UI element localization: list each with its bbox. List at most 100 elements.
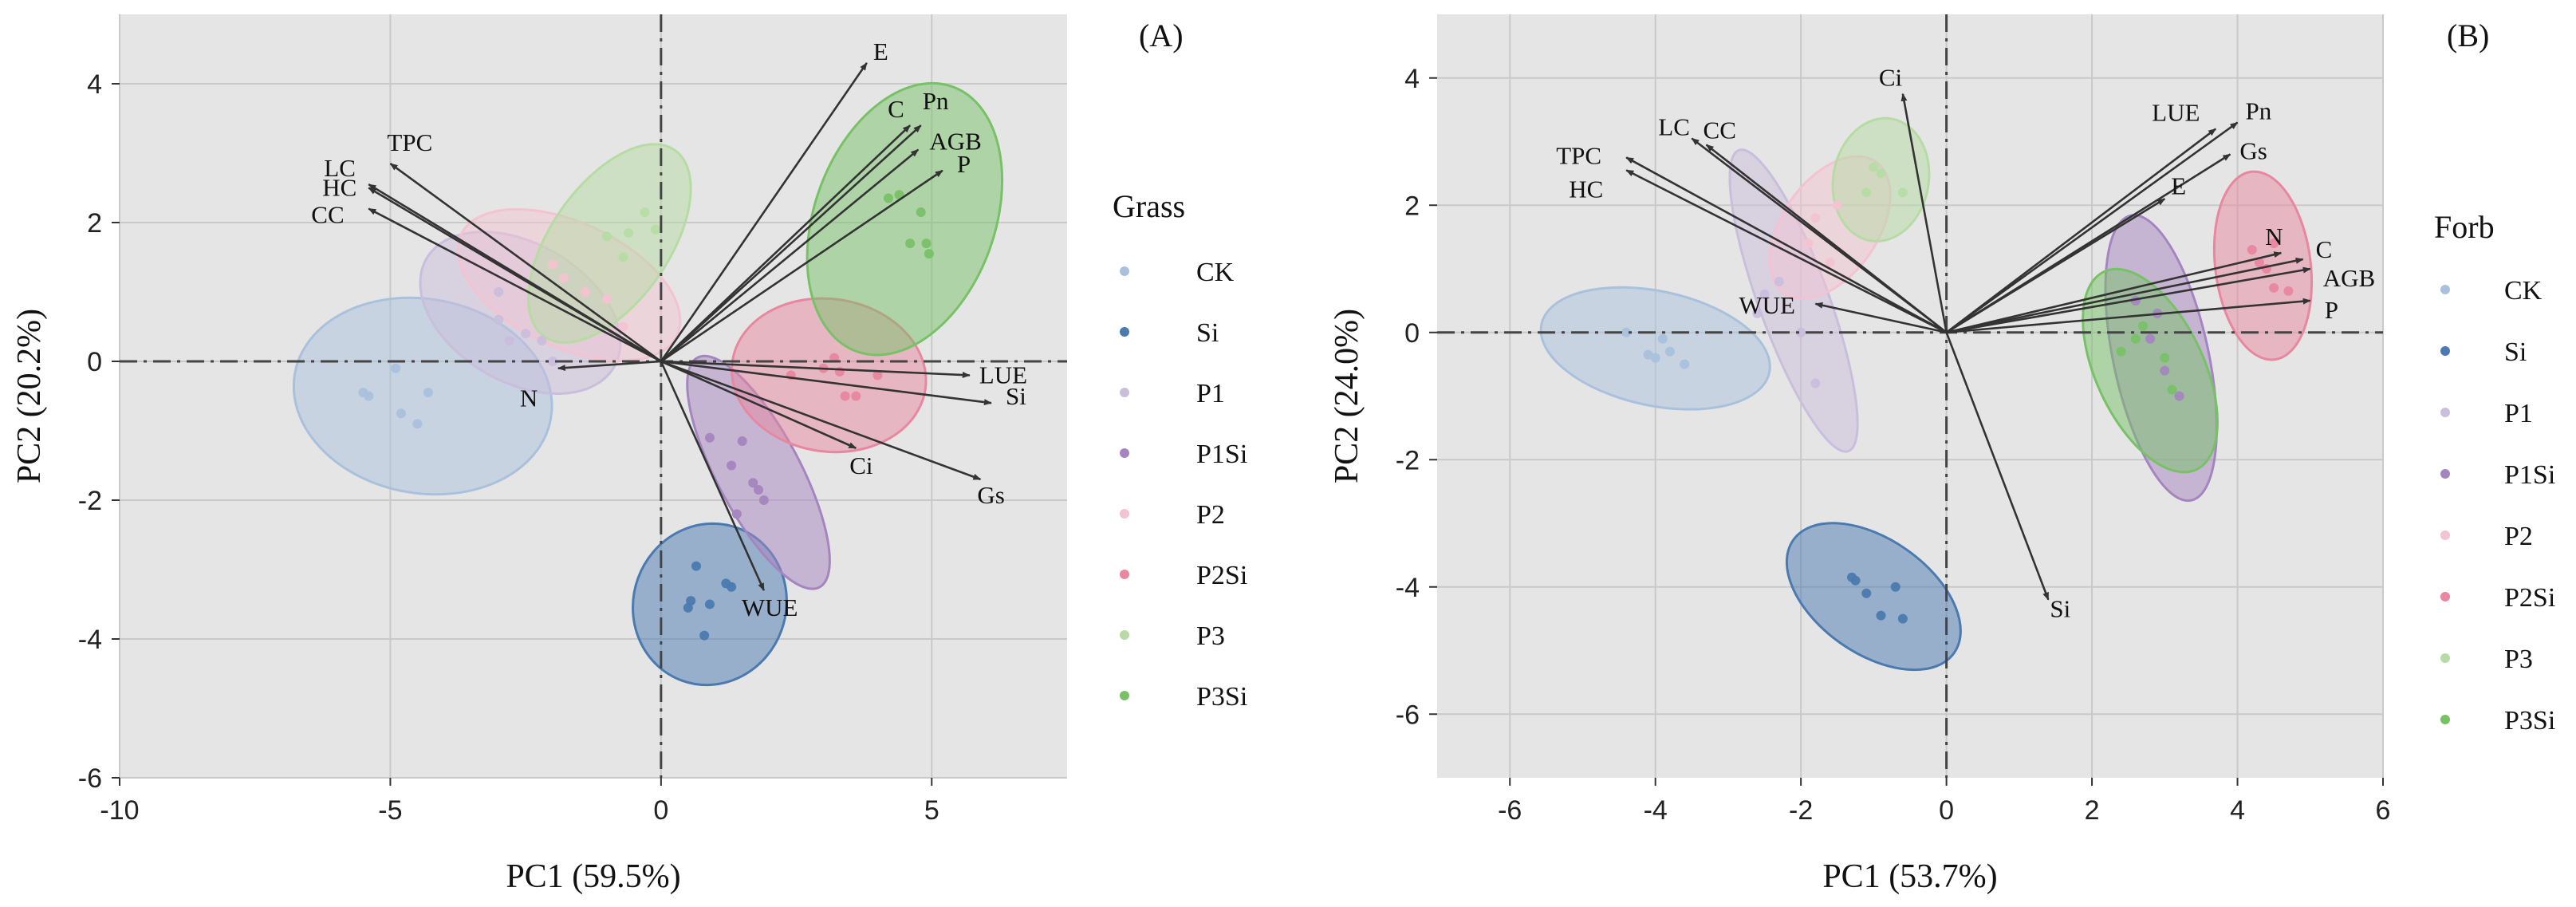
data-point-p3si [921,239,932,249]
data-point-p3si [2137,321,2148,331]
y-tick-label: -2 [1396,445,1420,475]
data-point-ck [1680,359,1690,369]
data-point-p2si [851,391,861,401]
data-point-p1si [737,436,747,447]
data-point-p1 [1752,308,1763,318]
data-point-p3 [601,231,612,242]
data-point-p3 [1869,162,1879,172]
legend-marker-p2si [1120,570,1129,579]
data-point-p2 [558,273,569,283]
data-point-si [691,561,701,571]
data-point-p2 [1803,239,1814,249]
legend-item-p3: P3 [1196,621,1225,651]
legend-marker-p2 [1120,509,1129,519]
data-point-p1 [548,357,558,366]
loading-arrow-e [1945,198,2166,333]
data-point-p2si [2269,239,2279,249]
data-point-p2si [2269,282,2279,293]
data-point-p3si [905,239,916,249]
confidence-ellipse-p1si [686,354,831,590]
legend-item-ck: CK [2504,276,2543,306]
data-point-p3si [2130,333,2141,344]
loading-arrow-si [1945,332,2050,601]
data-point-p3 [651,224,661,235]
legend-marker-p1si [1120,448,1129,458]
x-tick-label: 2 [2085,795,2100,826]
loading-arrow-gs [660,360,982,481]
x-tick-label: 4 [2230,795,2245,826]
loading-label-lc: LC [324,154,356,182]
loading-arrow-wue [660,361,766,592]
x-tick-label: -5 [378,795,402,826]
data-point-p1si [748,478,758,488]
legend-marker-p3 [2440,653,2450,663]
data-point-p1si [727,460,737,471]
legend-title: Forb [2434,209,2495,245]
data-point-p2 [1832,200,1842,211]
data-point-p1 [1774,276,1784,286]
confidence-ellipse-si [1785,522,1962,672]
data-point-si [1897,613,1908,624]
loading-label-e: E [873,37,888,65]
y-tick-label: 4 [1404,64,1420,94]
y-tick-label: -4 [78,625,102,655]
legend-marker-p1 [2440,408,2450,417]
data-point-p3 [624,228,634,239]
data-point-p1 [1796,327,1806,337]
confidence-ellipse-p3si [2082,267,2219,474]
legend-item-p1: P1 [2504,399,2533,428]
data-point-ck [396,408,407,419]
loading-label-tpc: TPC [387,128,432,156]
loading-arrow-n [557,360,661,372]
data-point-p1 [504,335,514,345]
x-tick-label: -6 [1498,795,1522,826]
data-point-p2 [618,321,628,332]
loading-arrow-tpc [1625,156,1948,333]
data-point-p3si [2116,346,2126,357]
x-tick-label: 5 [924,795,939,826]
data-point-p1si [2160,365,2170,376]
y-tick-label: 4 [87,69,102,100]
x-tick-label: -10 [100,795,139,826]
loading-label-hc: HC [322,174,356,202]
loading-label-p: P [2325,296,2338,324]
data-point-si [727,582,737,592]
confidence-ellipse-p3si [805,81,1004,357]
loading-label-ci: Ci [1879,64,1903,92]
legend-item-p1si: P1Si [2504,460,2555,490]
loading-arrow-n [1946,251,2283,334]
loading-arrow-pn [660,124,922,362]
panel-label: (B) [2447,18,2489,53]
legend-marker-si [1120,327,1129,337]
loading-label-c: C [888,95,904,123]
data-point-p1si [731,509,742,519]
x-tick-label: 6 [2376,795,2391,826]
confidence-ellipse-p2si [2212,170,2314,361]
data-point-p2 [1810,213,1821,223]
loading-arrow-ci [660,360,857,449]
x-tick-label: -2 [1789,795,1813,826]
loading-label-cc: CC [1704,116,1736,144]
data-point-p1si [2174,391,2184,401]
loading-label-c: C [2316,235,2333,263]
y-tick-label: 2 [87,208,102,239]
data-point-ck [1657,333,1668,344]
data-point-p2 [1825,258,1835,268]
data-point-p1si [2145,333,2156,344]
data-point-p2si [2247,245,2257,255]
data-point-p1si [758,495,769,505]
data-point-p3 [618,252,628,262]
data-point-si [1890,582,1900,592]
y-axis-title: PC2 (24.0%) [1329,309,1365,483]
data-point-p2si [2283,286,2294,296]
data-point-p2 [601,294,612,304]
y-tick-label: -2 [78,486,102,516]
data-point-p3 [1897,187,1908,198]
confidence-ellipse-p3 [1831,116,1931,243]
loading-label-ci: Ci [849,452,873,479]
data-point-si [1876,610,1886,621]
loading-label-pn: Pn [2246,97,2272,125]
legend-marker-ck [2440,285,2450,294]
